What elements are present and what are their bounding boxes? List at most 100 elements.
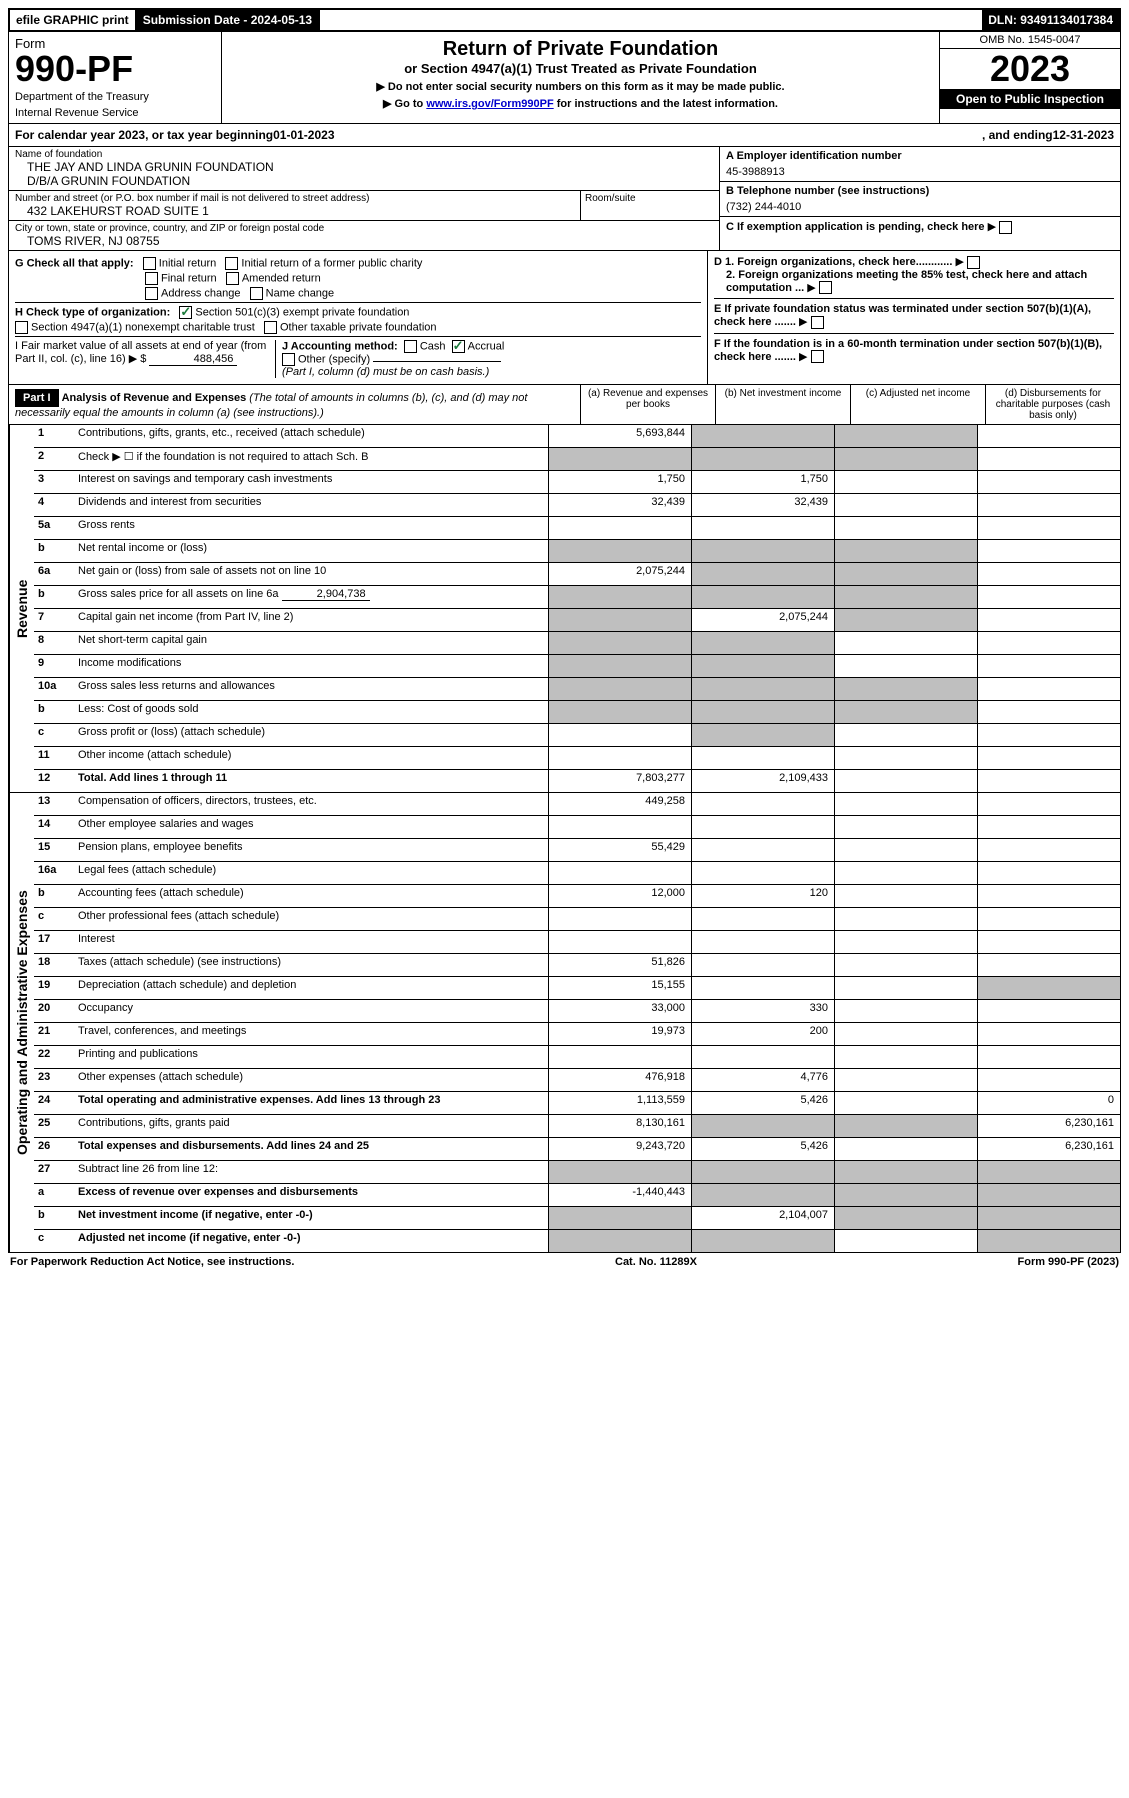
line-5a: 5aGross rents xyxy=(34,517,1120,540)
check-address-change[interactable] xyxy=(145,287,158,300)
line-desc: Net investment income (if negative, ente… xyxy=(74,1207,548,1229)
cell-d xyxy=(977,977,1120,999)
check-cash[interactable] xyxy=(404,340,417,353)
line-num: 12 xyxy=(34,770,74,792)
cell-b xyxy=(691,862,834,884)
irs-link[interactable]: www.irs.gov/Form990PF xyxy=(426,98,553,110)
line-num: b xyxy=(34,540,74,562)
cell-a: 15,155 xyxy=(548,977,691,999)
form-header: Form 990-PF Department of the Treasury I… xyxy=(8,32,1121,124)
cell-d xyxy=(977,701,1120,723)
address-row: Number and street (or P.O. box number if… xyxy=(9,191,719,221)
line-num: 4 xyxy=(34,494,74,516)
line-num: 9 xyxy=(34,655,74,677)
col-b-header: (b) Net investment income xyxy=(715,385,850,424)
line-num: 16a xyxy=(34,862,74,884)
line-num: 25 xyxy=(34,1115,74,1137)
line-desc: Pension plans, employee benefits xyxy=(74,839,548,861)
entity-right: A Employer identification number 45-3988… xyxy=(719,147,1120,250)
cell-c xyxy=(834,793,977,815)
cell-a: 1,750 xyxy=(548,471,691,493)
check-c[interactable] xyxy=(999,221,1012,234)
check-final-return[interactable] xyxy=(145,272,158,285)
cell-a xyxy=(548,701,691,723)
check-other-method[interactable] xyxy=(282,353,295,366)
line-desc: Capital gain net income (from Part IV, l… xyxy=(74,609,548,631)
line-desc: Depreciation (attach schedule) and deple… xyxy=(74,977,548,999)
cell-a xyxy=(548,678,691,700)
ein-value: 45-3988913 xyxy=(726,162,1114,178)
exemption-pending-row: C If exemption application is pending, c… xyxy=(720,217,1120,237)
cell-b xyxy=(691,1046,834,1068)
line-25: 25Contributions, gifts, grants paid8,130… xyxy=(34,1115,1120,1138)
submission-date: Submission Date - 2024-05-13 xyxy=(137,10,320,30)
cell-d xyxy=(977,563,1120,585)
room-suite: Room/suite xyxy=(580,191,719,220)
check-501c3[interactable] xyxy=(179,306,192,319)
check-amended-return[interactable] xyxy=(226,272,239,285)
cell-d xyxy=(977,1184,1120,1206)
cell-c xyxy=(834,954,977,976)
cell-c xyxy=(834,1046,977,1068)
check-initial-return[interactable] xyxy=(143,257,156,270)
cell-d xyxy=(977,1207,1120,1229)
cell-b xyxy=(691,1161,834,1183)
line-num: 2 xyxy=(34,448,74,470)
cell-c xyxy=(834,563,977,585)
line-11: 11Other income (attach schedule) xyxy=(34,747,1120,770)
cell-b: 5,426 xyxy=(691,1138,834,1160)
line-num: 19 xyxy=(34,977,74,999)
cell-c xyxy=(834,908,977,930)
check-right: D 1. Foreign organizations, check here..… xyxy=(707,251,1120,384)
cell-b: 1,750 xyxy=(691,471,834,493)
line-num: 11 xyxy=(34,747,74,769)
cell-a xyxy=(548,632,691,654)
cell-b xyxy=(691,517,834,539)
check-accrual[interactable] xyxy=(452,340,465,353)
cell-b: 2,109,433 xyxy=(691,770,834,792)
cell-c xyxy=(834,1207,977,1229)
check-d2[interactable] xyxy=(819,281,832,294)
line-num: 21 xyxy=(34,1023,74,1045)
cell-c xyxy=(834,425,977,447)
check-other-taxable[interactable] xyxy=(264,321,277,334)
check-name-change[interactable] xyxy=(250,287,263,300)
cell-d xyxy=(977,448,1120,470)
cell-c xyxy=(834,724,977,746)
cell-b xyxy=(691,701,834,723)
line-num: 23 xyxy=(34,1069,74,1091)
cell-a: 2,075,244 xyxy=(548,563,691,585)
check-f[interactable] xyxy=(811,350,824,363)
line-num: a xyxy=(34,1184,74,1206)
cell-b xyxy=(691,586,834,608)
cell-b xyxy=(691,678,834,700)
check-e[interactable] xyxy=(811,316,824,329)
cell-a xyxy=(548,609,691,631)
line-desc: Subtract line 26 from line 12: xyxy=(74,1161,548,1183)
e-row: E If private foundation status was termi… xyxy=(714,298,1114,329)
line-4: 4Dividends and interest from securities3… xyxy=(34,494,1120,517)
header-left: Form 990-PF Department of the Treasury I… xyxy=(9,32,222,123)
check-section: G Check all that apply: Initial return I… xyxy=(8,251,1121,385)
cell-c xyxy=(834,586,977,608)
cell-d: 6,230,161 xyxy=(977,1115,1120,1137)
check-d1[interactable] xyxy=(967,256,980,269)
cell-b xyxy=(691,954,834,976)
line-17: 17Interest xyxy=(34,931,1120,954)
line-b: bGross sales price for all assets on lin… xyxy=(34,586,1120,609)
check-initial-former[interactable] xyxy=(225,257,238,270)
form-subtitle: or Section 4947(a)(1) Trust Treated as P… xyxy=(228,61,933,76)
cell-d xyxy=(977,724,1120,746)
line-num: 26 xyxy=(34,1138,74,1160)
check-4947a1[interactable] xyxy=(15,321,28,334)
period-begin: 01-01-2023 xyxy=(273,128,334,142)
line-num: 3 xyxy=(34,471,74,493)
paperwork-notice: For Paperwork Reduction Act Notice, see … xyxy=(10,1256,294,1268)
cell-b xyxy=(691,931,834,953)
line-desc: Compensation of officers, directors, tru… xyxy=(74,793,548,815)
line-desc: Other income (attach schedule) xyxy=(74,747,548,769)
line-desc: Occupancy xyxy=(74,1000,548,1022)
line-b: bAccounting fees (attach schedule)12,000… xyxy=(34,885,1120,908)
cell-b xyxy=(691,908,834,930)
cell-b xyxy=(691,1115,834,1137)
